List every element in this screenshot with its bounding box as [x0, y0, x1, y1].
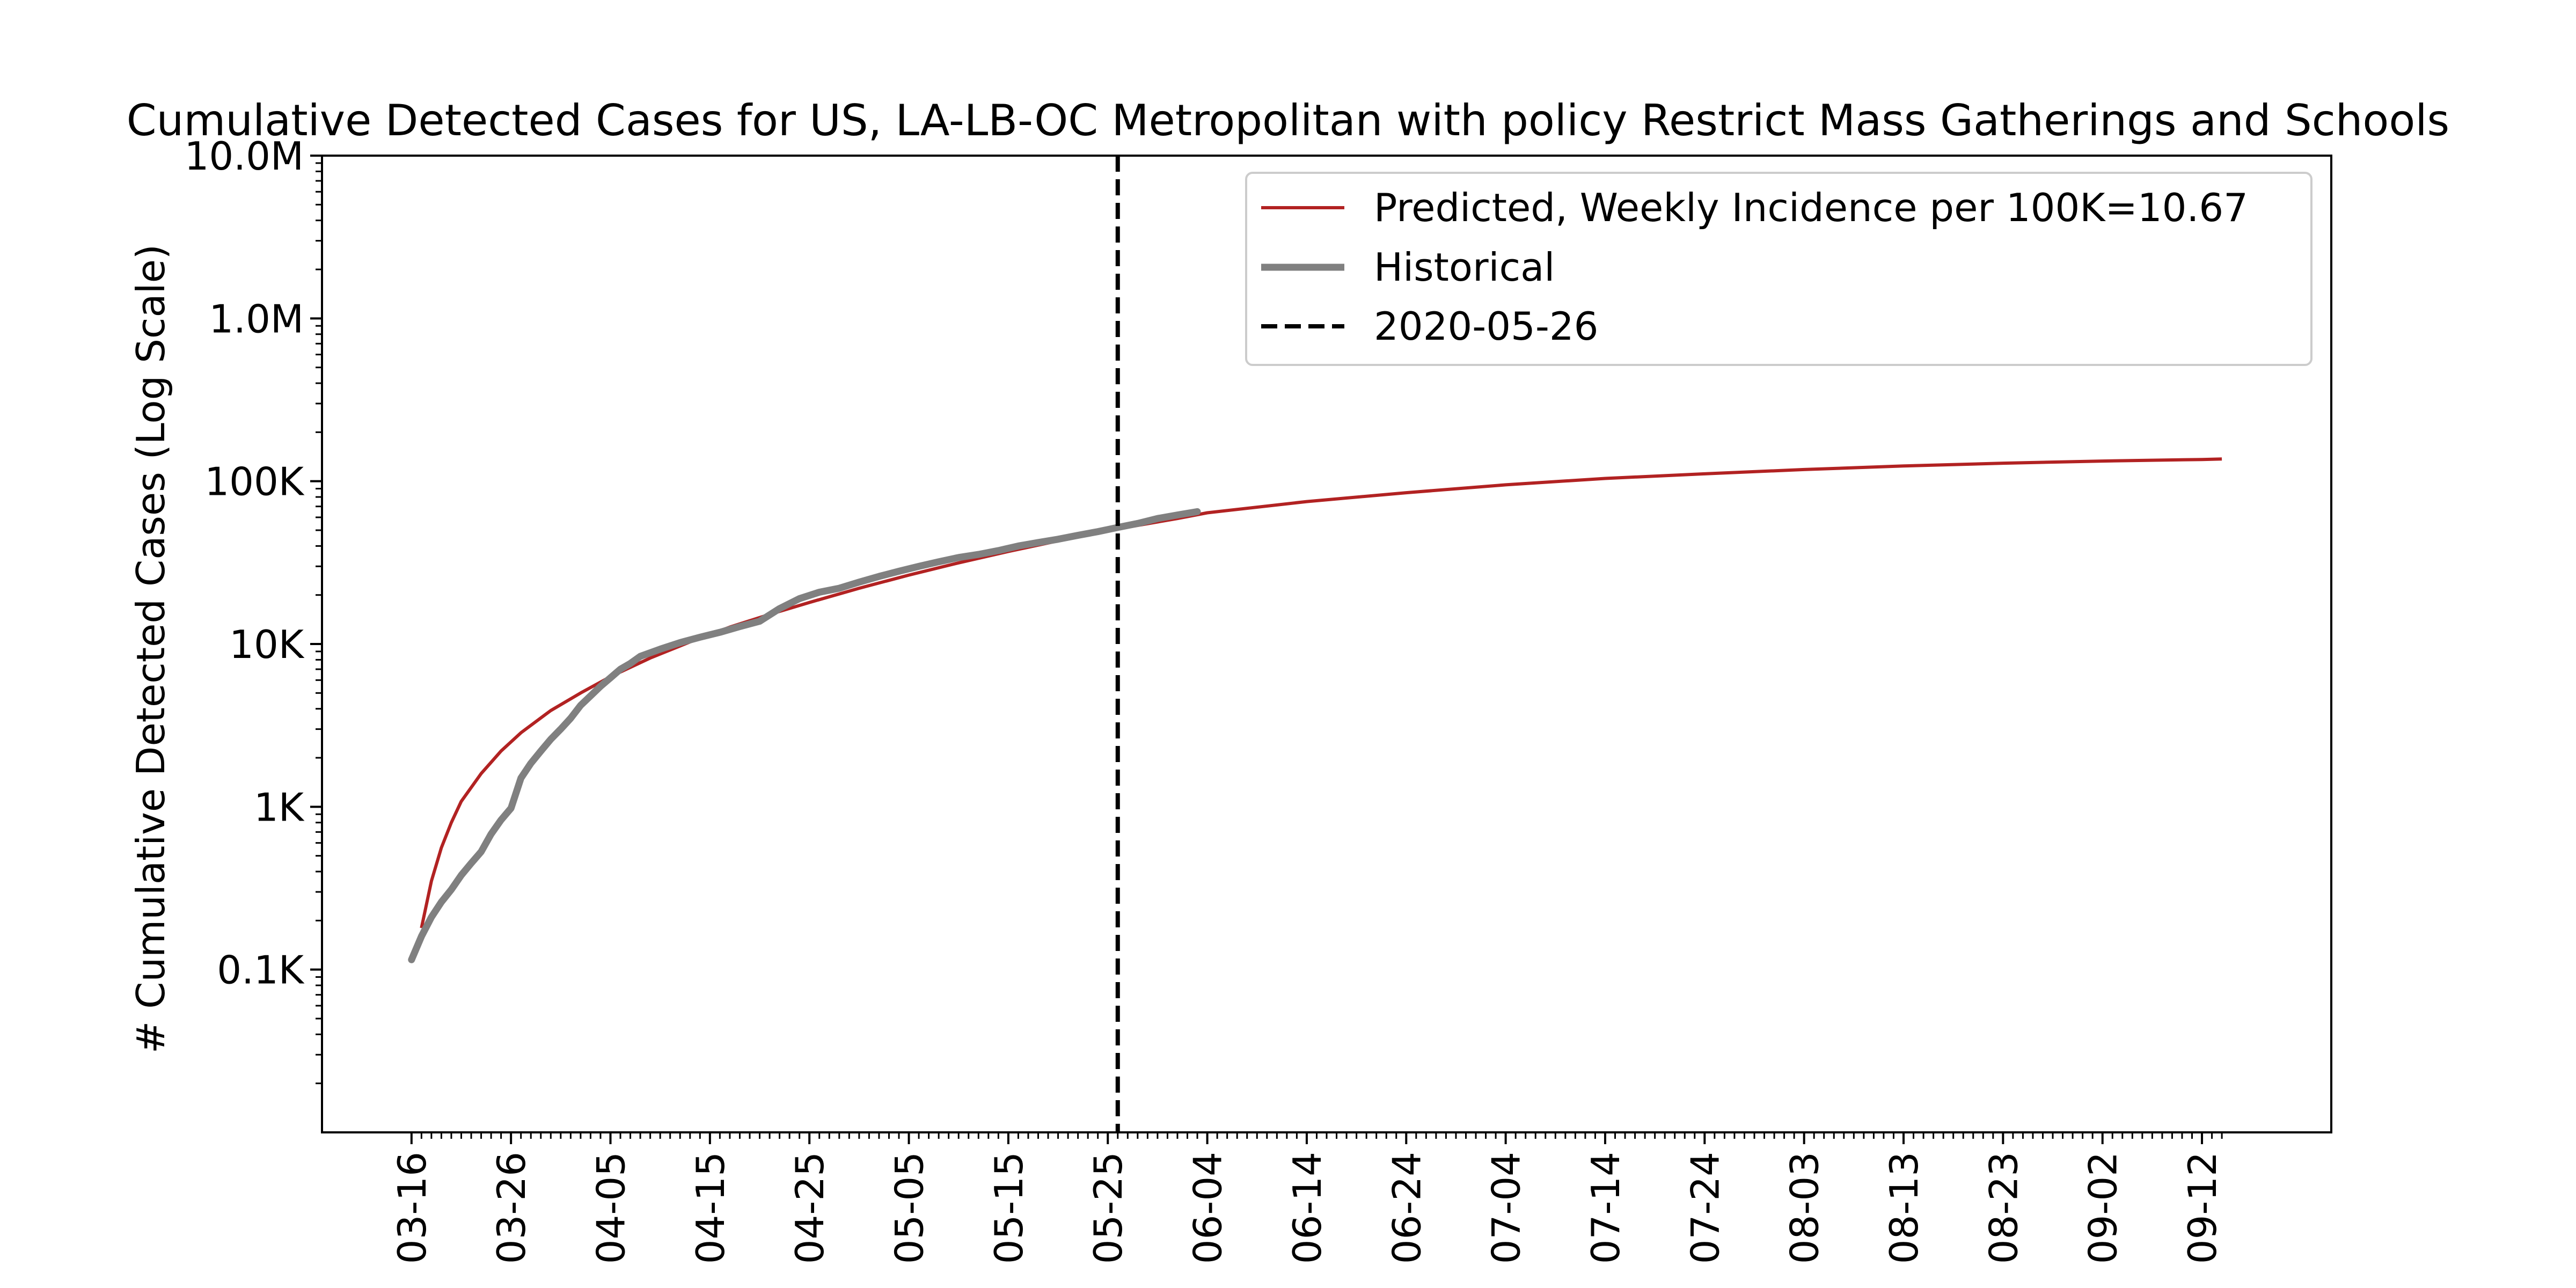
y-tick-label: 0.1K: [217, 948, 305, 993]
x-tick-label: 03-16: [390, 1152, 435, 1264]
x-tick-label: 04-25: [787, 1152, 832, 1264]
x-tick-label: 05-15: [986, 1152, 1031, 1264]
plot-frame: [321, 155, 2332, 1133]
predicted-series-line: [420, 457, 2222, 928]
legend: Predicted, Weekly Incidence per 100K=10.…: [1245, 172, 2312, 366]
x-tick-label: 09-02: [2081, 1152, 2126, 1264]
y-tick-label: 100K: [204, 459, 304, 504]
x-tick-label: 08-13: [1882, 1152, 1927, 1264]
x-tick-label: 08-23: [1981, 1152, 2026, 1264]
legend-vline-label: 2020-05-26: [1374, 304, 1598, 349]
x-tick-label: 05-05: [887, 1152, 932, 1264]
y-tick-label: 10K: [229, 622, 305, 667]
y-tick-label: 1.0M: [209, 296, 304, 341]
legend-predicted-label: Predicted, Weekly Incidence per 100K=10.…: [1374, 185, 2248, 230]
y-tick-label: 1K: [254, 785, 305, 830]
x-tick-label: 07-14: [1583, 1152, 1628, 1264]
x-tick-label: 08-03: [1782, 1152, 1827, 1264]
x-tick-label: 03-26: [489, 1152, 534, 1264]
x-major-ticks: 03-16 03-26 04-05 04-15 04-25 05-05 05-15 05-25…: [390, 1132, 2225, 1264]
legend-historical-label: Historical: [1374, 245, 1555, 290]
plot-area: [408, 156, 2222, 1132]
x-tick-label: 06-14: [1285, 1152, 1330, 1264]
x-tick-label: 04-15: [688, 1152, 733, 1264]
y-axis-label: # Cumulative Detected Cases (Log Scale): [128, 244, 173, 1053]
y-major-ticks: 0.1K 1K 10K 100K 1.0M 10.0M: [185, 134, 322, 993]
chart-title: Cumulative Detected Cases for US, LA-LB-…: [127, 96, 2449, 145]
historical-series-line: [408, 508, 1201, 963]
y-tick-label: 10.0M: [185, 134, 304, 179]
x-tick-label: 07-24: [1682, 1152, 1728, 1264]
x-tick-label: 05-25: [1086, 1152, 1131, 1264]
x-tick-label: 07-04: [1484, 1152, 1529, 1264]
x-tick-label: 04-05: [589, 1152, 634, 1264]
x-tick-label: 06-24: [1384, 1152, 1429, 1264]
x-tick-label: 06-04: [1185, 1152, 1231, 1264]
x-tick-label: 09-12: [2180, 1152, 2225, 1264]
legend-box: [1245, 172, 2312, 366]
